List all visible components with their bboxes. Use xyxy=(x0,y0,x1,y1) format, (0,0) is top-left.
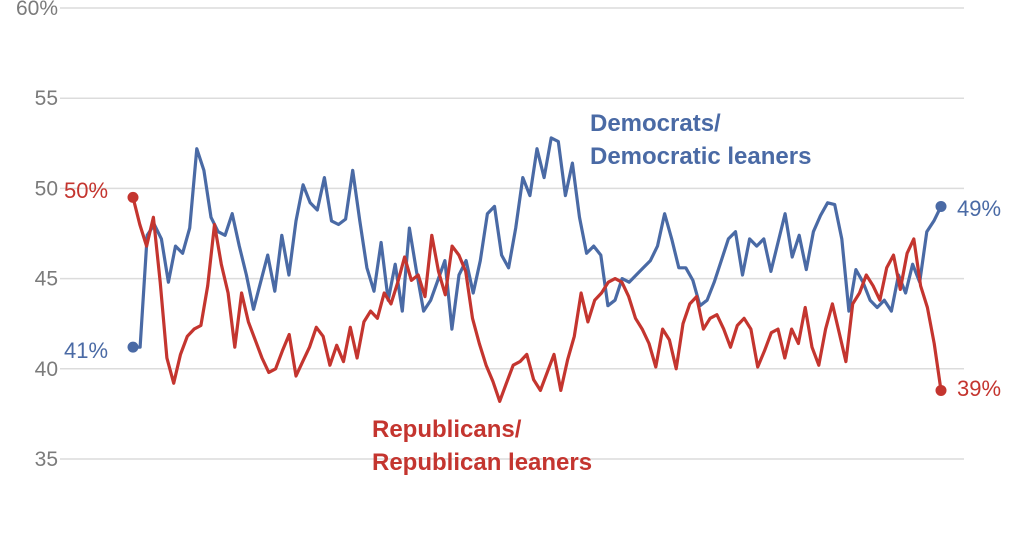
gridlines xyxy=(60,7,964,460)
dem-end-label: 49% xyxy=(957,196,1001,221)
rep-annotation-line1: Republicans/ xyxy=(372,416,522,443)
rep-end-point xyxy=(935,384,947,396)
dem-series-line xyxy=(131,136,943,349)
y-tick-label: 60% xyxy=(16,0,58,20)
rep-start-label: 50% xyxy=(64,178,108,203)
rep-end-label: 39% xyxy=(957,376,1001,401)
y-tick-label: 35 xyxy=(35,448,58,471)
y-tick-label: 45 xyxy=(35,268,58,291)
dem-end-point xyxy=(935,200,947,212)
dem-start-label: 41% xyxy=(64,338,108,363)
y-tick-label: 55 xyxy=(35,87,58,110)
dem-annotation-line1: Democrats/ xyxy=(590,110,721,137)
y-axis-ticks: 60% 55 50 45 40 35 xyxy=(16,0,58,471)
series-lines xyxy=(131,136,943,403)
y-tick-label: 40 xyxy=(35,358,58,381)
dem-annotation-line2: Democratic leaners xyxy=(590,143,811,170)
series-endpoints xyxy=(127,191,947,396)
rep-annotation-line2: Republican leaners xyxy=(372,449,592,476)
y-tick-label: 50 xyxy=(35,177,58,200)
dem-start-point xyxy=(127,341,139,353)
rep-series-line xyxy=(131,195,943,403)
rep-start-point xyxy=(127,191,139,203)
